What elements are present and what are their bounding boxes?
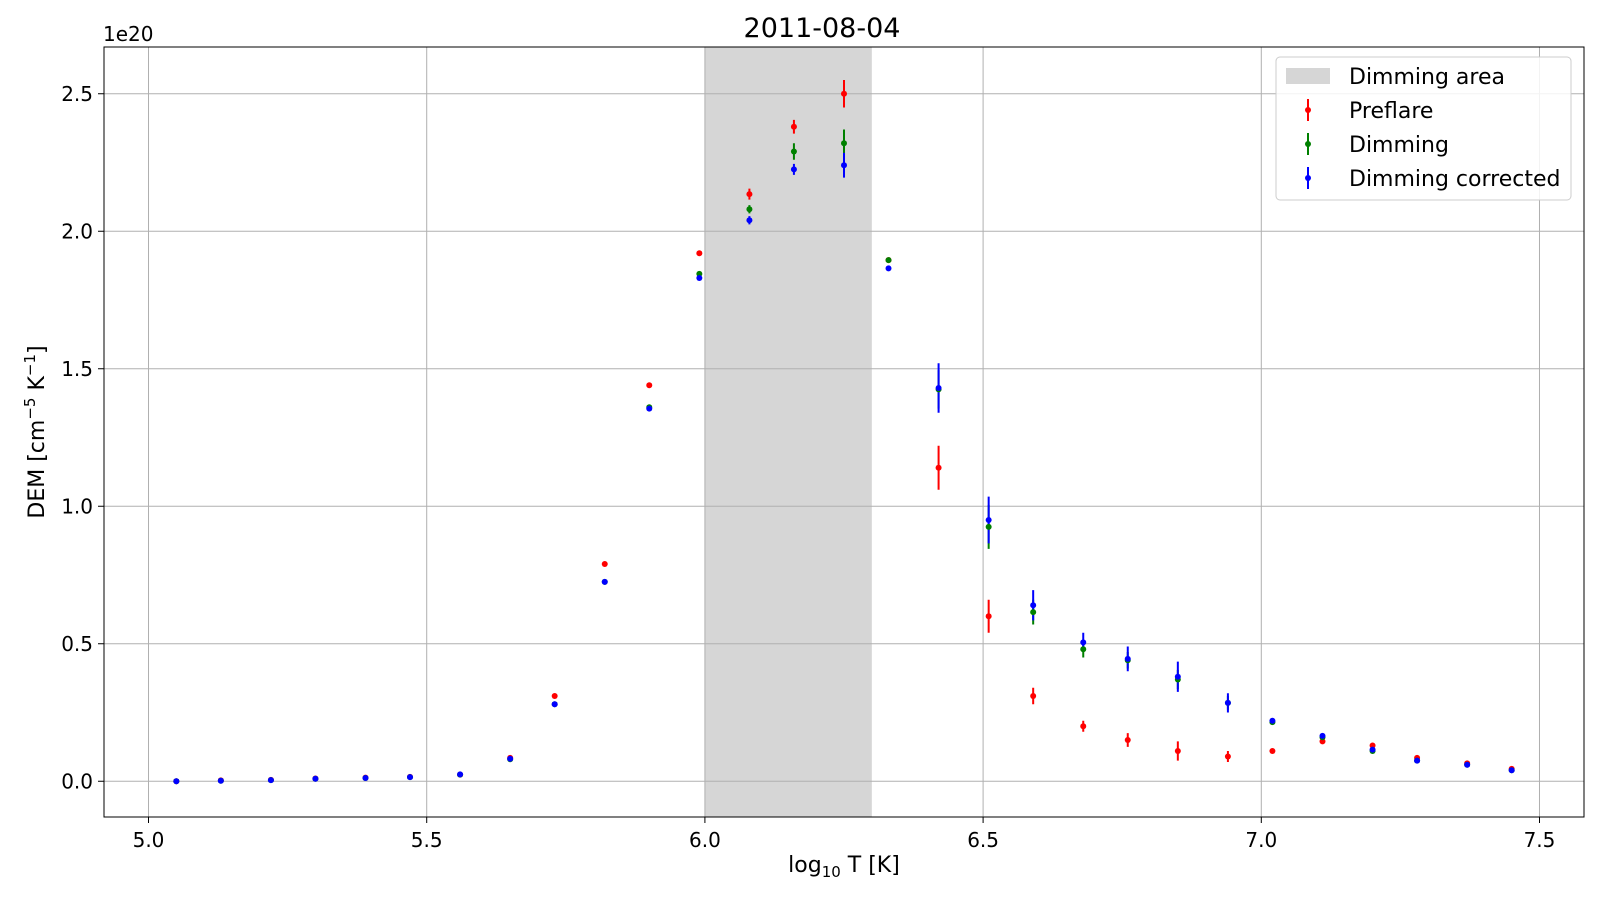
preflare-point [1124, 737, 1131, 743]
legend-dimming-corrected-marker [1305, 175, 1311, 181]
dimming-corrected-point [1224, 699, 1231, 706]
preflare-point [551, 693, 558, 699]
dimming-point [1030, 609, 1037, 616]
x-axis-ticks: 5.0 5.5 6.0 6.5 7.0 7.5 [133, 817, 1556, 852]
x-tick-label: 6.5 [967, 828, 999, 852]
dimming-corrected-point [1464, 761, 1471, 768]
dimming-corrected-point [1508, 767, 1515, 774]
dimming-corrected-point [1080, 639, 1087, 646]
x-tick-label: 7.5 [1524, 828, 1556, 852]
dimming-corrected-point [312, 775, 319, 782]
y-tick-label: 1.0 [61, 494, 93, 518]
data-points [173, 90, 1515, 785]
preflare-point [601, 561, 608, 567]
y-axis-label-main: DEM [cm [25, 420, 50, 519]
y-axis-label-mid: K [25, 376, 50, 398]
dimming-point [790, 148, 797, 155]
y-axis-label: DEM [cm−5 K−1] [21, 345, 50, 518]
dimming-point [696, 270, 703, 277]
preflare-point [1224, 753, 1231, 760]
y-axis-label-sup1: −5 [21, 398, 39, 420]
dimming-area-shading [704, 47, 872, 817]
dimming-point [746, 206, 753, 213]
x-tick-label: 6.0 [689, 828, 721, 852]
dimming-corrected-point [935, 385, 942, 391]
legend-label-dimming-corrected: Dimming corrected [1349, 167, 1560, 192]
dimming-corrected-point [985, 517, 992, 523]
x-axis-label: log10 T [K] [788, 853, 900, 881]
grid-lines [104, 47, 1584, 817]
dimming-corrected-point [267, 777, 274, 784]
preflare-point [935, 464, 942, 471]
y-tick-label: 1.5 [61, 357, 93, 381]
dimming-corrected-point [841, 162, 847, 169]
dimming-corrected-point [885, 265, 892, 272]
preflare-point [1369, 742, 1376, 749]
dimming-corrected-point [362, 774, 369, 781]
dimming-point [1080, 646, 1087, 653]
dimming-point [885, 257, 892, 264]
y-offset-text: 1e20 [103, 22, 153, 46]
chart-title: 2011-08-04 [744, 13, 901, 44]
dimming-corrected-point [646, 405, 653, 412]
legend-dimming-area-swatch [1286, 68, 1330, 84]
legend-series-entries: Preflare Dimming Dimming corrected [1305, 99, 1560, 192]
legend-box [1275, 56, 1572, 201]
dimming-point [985, 523, 992, 530]
dimming-corrected-point [1030, 602, 1037, 609]
legend-preflare-marker [1305, 107, 1311, 113]
dimming-corrected-point [1369, 746, 1376, 753]
plot-frame [103, 46, 1585, 818]
dimming-corrected-point [746, 217, 753, 224]
preflare-point [646, 382, 653, 389]
y-tick-label: 2.0 [61, 219, 93, 243]
dimming-corrected-point [407, 774, 414, 781]
preflare-point [985, 613, 992, 620]
x-tick-label: 5.5 [411, 828, 443, 852]
x-axis-label-main: log [788, 853, 822, 878]
x-axis-label-subscript: 10 [822, 863, 841, 881]
x-axis-label-rest: T [K] [841, 853, 900, 878]
legend-label-dimming-area: Dimming area [1349, 65, 1505, 90]
dimming-corrected-point [507, 755, 514, 762]
dimming-corrected-point [173, 778, 180, 785]
legend-dimming-marker [1305, 141, 1311, 147]
dimming-corrected-point [1174, 673, 1181, 680]
preflare-point [696, 250, 703, 257]
dimming-corrected-point [1124, 655, 1131, 662]
legend: Dimming area Preflare Dimming Dimming corr… [1275, 56, 1572, 201]
y-tick-label: 0.5 [61, 632, 93, 656]
preflare-point [790, 123, 797, 130]
y-axis-label-end: ] [25, 345, 50, 354]
preflare-point [1319, 738, 1326, 745]
dimming-corrected-point [457, 771, 464, 778]
preflare-point [746, 191, 753, 198]
preflare-point [1269, 748, 1276, 754]
preflare-point [841, 90, 847, 97]
dimming-point [841, 140, 847, 147]
dimming-corrected-point [1319, 732, 1326, 739]
y-axis-label-sup2: −1 [21, 354, 39, 376]
legend-label-preflare: Preflare [1349, 99, 1433, 124]
dimming-corrected-point [551, 701, 558, 708]
preflare-point [1030, 693, 1037, 699]
dimming-corrected-point [1414, 757, 1421, 764]
dimming-corrected-point [790, 166, 797, 173]
dimming-corrected-point [217, 777, 224, 784]
x-tick-label: 5.0 [133, 828, 165, 852]
legend-label-dimming: Dimming [1349, 133, 1449, 158]
dimming-corrected-point [601, 578, 608, 585]
preflare-point [1174, 748, 1181, 754]
preflare-point [1080, 723, 1087, 730]
dimming-corrected-point [1269, 717, 1276, 724]
y-tick-label: 2.5 [61, 82, 93, 106]
y-tick-label: 0.0 [61, 769, 93, 793]
y-axis-ticks: 0.0 0.5 1.0 1.5 2.0 2.5 [61, 82, 104, 793]
x-tick-label: 7.0 [1245, 828, 1277, 852]
dimming-corrected-point [696, 275, 703, 281]
